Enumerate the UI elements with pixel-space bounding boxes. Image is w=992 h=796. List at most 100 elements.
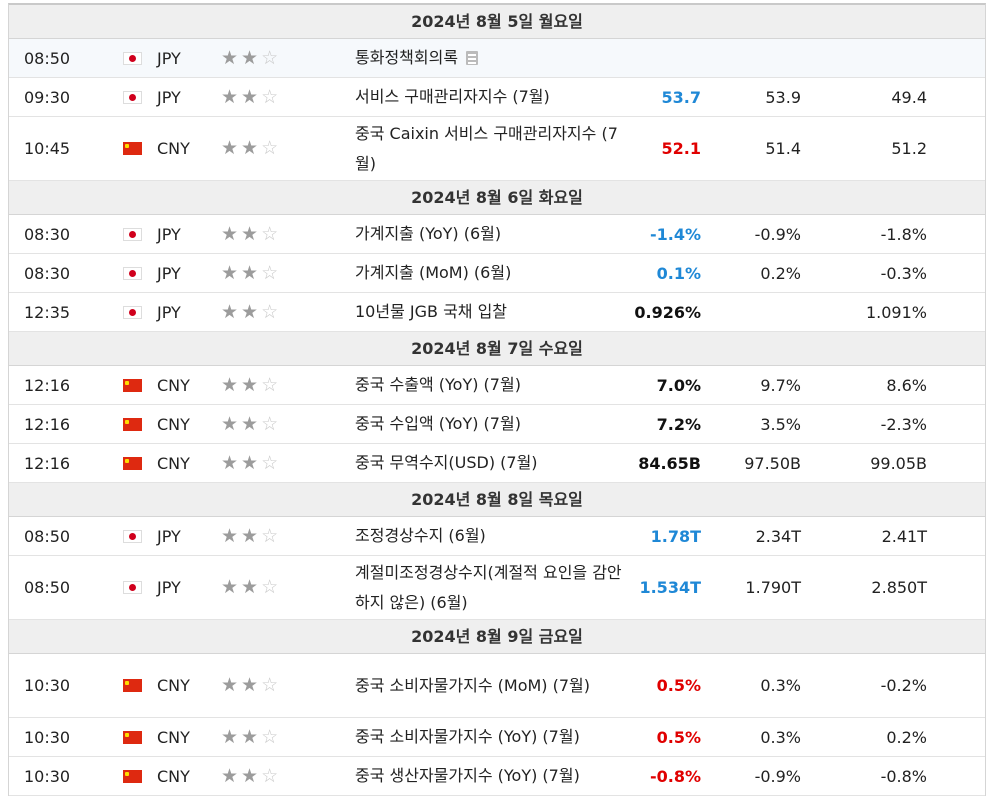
star-empty-icon: ☆	[261, 222, 279, 245]
event-name[interactable]: 10년물 JGB 국채 입찰	[355, 302, 508, 321]
star-filled-icon: ★	[221, 674, 239, 696]
day-header: 2024년 8월 6일 화요일	[9, 181, 985, 215]
event-name-cell[interactable]: 조정경상수지 (6월)	[355, 517, 629, 555]
event-name-cell[interactable]: 중국 무역수지(USD) (7월)	[355, 444, 629, 482]
previous-value: 1.091%	[865, 302, 927, 322]
economic-calendar-table: 2024년 8월 5일 월요일 08:50 JPY ★ ★ ☆ 통화정책회의록 09:30 JP…	[8, 3, 986, 796]
event-row[interactable]: 08:50 JPY ★ ★ ☆ 통화정책회의록	[9, 39, 985, 78]
event-time: 08:50	[24, 526, 71, 546]
currency-code: CNY	[157, 375, 190, 395]
event-name[interactable]: 중국 무역수지(USD) (7월)	[355, 453, 538, 472]
event-name-cell[interactable]: 가계지출 (YoY) (6월)	[355, 215, 629, 253]
forecast-value: 0.2%	[760, 263, 801, 283]
importance-stars: ★ ★ ☆	[221, 556, 301, 619]
event-name[interactable]: 중국 Caixin 서비스 구매관리자지수 (7월)	[355, 123, 618, 173]
flag-cell	[123, 556, 145, 619]
event-name[interactable]: 서비스 구매관리자지수 (7월)	[355, 87, 550, 106]
star-filled-icon: ★	[221, 764, 239, 787]
event-name[interactable]: 조정경상수지 (6월)	[355, 526, 486, 545]
importance-stars: ★ ★ ☆	[221, 78, 301, 116]
event-time: 12:16	[24, 453, 71, 473]
event-row[interactable]: 10:30 CNY ★ ★ ☆ 중국 소비자물가지수 (MoM) (7월) 0.5% 0.3%…	[9, 654, 985, 718]
event-row[interactable]: 08:30 JPY ★ ★ ☆ 가계지출 (MoM) (6월) 0.1% 0.2% -0.3%	[9, 254, 985, 293]
event-name-cell[interactable]: 가계지출 (MoM) (6월)	[355, 254, 629, 292]
star-filled-icon: ★	[241, 674, 259, 696]
event-name-cell[interactable]: 계절미조정경상수지(계절적 요인을 감안하지 않은) (6월)	[355, 556, 629, 619]
actual-value: 7.2%	[656, 414, 701, 434]
japan-flag-icon	[123, 529, 142, 543]
star-filled-icon: ★	[221, 46, 239, 69]
china-flag-icon	[123, 456, 142, 470]
event-name-cell[interactable]: 통화정책회의록	[355, 39, 629, 77]
event-name[interactable]: 중국 수입액 (YoY) (7월)	[355, 414, 521, 433]
event-time: 10:45	[24, 139, 71, 158]
day-header: 2024년 8월 7일 수요일	[9, 332, 985, 366]
event-time: 08:50	[24, 48, 71, 68]
event-row[interactable]: 08:50 JPY ★ ★ ☆ 조정경상수지 (6월) 1.78T 2.34T 2.41T	[9, 517, 985, 556]
event-name-cell[interactable]: 중국 소비자물가지수 (YoY) (7월)	[355, 718, 629, 756]
event-row[interactable]: 10:45 CNY ★ ★ ☆ 중국 Caixin 서비스 구매관리자지수 (7월) 52.…	[9, 117, 985, 181]
day-header: 2024년 8월 5일 월요일	[9, 5, 985, 39]
event-row[interactable]: 12:16 CNY ★ ★ ☆ 중국 수입액 (YoY) (7월) 7.2% 3.5% -2.3…	[9, 405, 985, 444]
forecast-value: 0.3%	[760, 676, 801, 695]
event-name-cell[interactable]: 중국 수입액 (YoY) (7월)	[355, 405, 629, 443]
event-name[interactable]: 계절미조정경상수지(계절적 요인을 감안하지 않은) (6월)	[355, 562, 622, 612]
event-time: 08:30	[24, 224, 71, 244]
star-empty-icon: ☆	[261, 46, 279, 69]
event-row[interactable]: 08:50 JPY ★ ★ ☆ 계절미조정경상수지(계절적 요인을 감안하지 않은) (6…	[9, 556, 985, 620]
importance-stars: ★ ★ ☆	[221, 718, 301, 756]
event-name[interactable]: 중국 소비자물가지수 (YoY) (7월)	[355, 727, 580, 746]
previous-value: -2.3%	[880, 414, 927, 434]
event-name[interactable]: 중국 수출액 (YoY) (7월)	[355, 375, 521, 394]
event-name-cell[interactable]: 중국 수출액 (YoY) (7월)	[355, 366, 629, 404]
currency-code: JPY	[157, 87, 181, 107]
event-row[interactable]: 10:30 CNY ★ ★ ☆ 중국 소비자물가지수 (YoY) (7월) 0.5% 0.3%…	[9, 718, 985, 757]
event-name[interactable]: 가계지출 (YoY) (6월)	[355, 224, 502, 243]
china-flag-icon	[123, 769, 142, 783]
event-row[interactable]: 12:16 CNY ★ ★ ☆ 중국 수출액 (YoY) (7월) 7.0% 9.7% 8.6%	[9, 366, 985, 405]
previous-value	[829, 39, 927, 77]
actual-value: 52.1	[661, 139, 701, 158]
event-name-cell[interactable]: 중국 소비자물가지수 (MoM) (7월)	[355, 654, 629, 717]
event-time: 10:30	[24, 727, 71, 747]
document-icon[interactable]	[466, 51, 479, 65]
event-name[interactable]: 중국 생산자물가지수 (YoY) (7월)	[355, 766, 580, 785]
event-row[interactable]: 12:35 JPY ★ ★ ☆ 10년물 JGB 국채 입찰 0.926% 1.091%	[9, 293, 985, 332]
japan-flag-icon	[123, 227, 142, 241]
star-empty-icon: ☆	[261, 137, 279, 159]
star-filled-icon: ★	[241, 137, 259, 159]
event-row[interactable]: 10:30 CNY ★ ★ ☆ 중국 생산자물가지수 (YoY) (7월) -0.8% -0.…	[9, 757, 985, 796]
forecast-value: -0.9%	[754, 224, 801, 244]
currency-code: CNY	[157, 139, 190, 158]
event-name[interactable]: 통화정책회의록	[355, 48, 459, 67]
previous-value: 2.850T	[871, 578, 927, 597]
actual-value: 84.65B	[638, 453, 701, 473]
day-header: 2024년 8월 9일 금요일	[9, 620, 985, 654]
china-flag-icon	[123, 142, 142, 155]
previous-value: 51.2	[891, 139, 927, 158]
forecast-value: 9.7%	[760, 375, 801, 395]
event-name[interactable]: 중국 소비자물가지수 (MoM) (7월)	[355, 675, 591, 695]
event-name-cell[interactable]: 10년물 JGB 국채 입찰	[355, 293, 629, 331]
actual-value: 0.5%	[656, 727, 701, 747]
star-empty-icon: ☆	[261, 261, 279, 284]
event-name-cell[interactable]: 중국 생산자물가지수 (YoY) (7월)	[355, 757, 629, 795]
star-filled-icon: ★	[241, 46, 259, 69]
previous-value: -0.8%	[880, 766, 927, 786]
importance-stars: ★ ★ ☆	[221, 215, 301, 253]
actual-value: 1.78T	[650, 526, 701, 546]
event-name[interactable]: 가계지출 (MoM) (6월)	[355, 263, 512, 282]
actual-value: 7.0%	[656, 375, 701, 395]
event-name-cell[interactable]: 중국 Caixin 서비스 구매관리자지수 (7월)	[355, 117, 629, 180]
star-filled-icon: ★	[221, 85, 239, 108]
star-empty-icon: ☆	[261, 300, 279, 323]
event-name-cell[interactable]: 서비스 구매관리자지수 (7월)	[355, 78, 629, 116]
event-row[interactable]: 09:30 JPY ★ ★ ☆ 서비스 구매관리자지수 (7월) 53.7 53.9 49.4	[9, 78, 985, 117]
star-filled-icon: ★	[241, 451, 259, 474]
star-filled-icon: ★	[241, 764, 259, 787]
previous-value: 0.2%	[886, 727, 927, 747]
event-row[interactable]: 12:16 CNY ★ ★ ☆ 중국 무역수지(USD) (7월) 84.65B 97.50B…	[9, 444, 985, 483]
event-row[interactable]: 08:30 JPY ★ ★ ☆ 가계지출 (YoY) (6월) -1.4% -0.9% -1.8…	[9, 215, 985, 254]
japan-flag-icon	[123, 90, 142, 104]
event-time: 12:16	[24, 375, 71, 395]
